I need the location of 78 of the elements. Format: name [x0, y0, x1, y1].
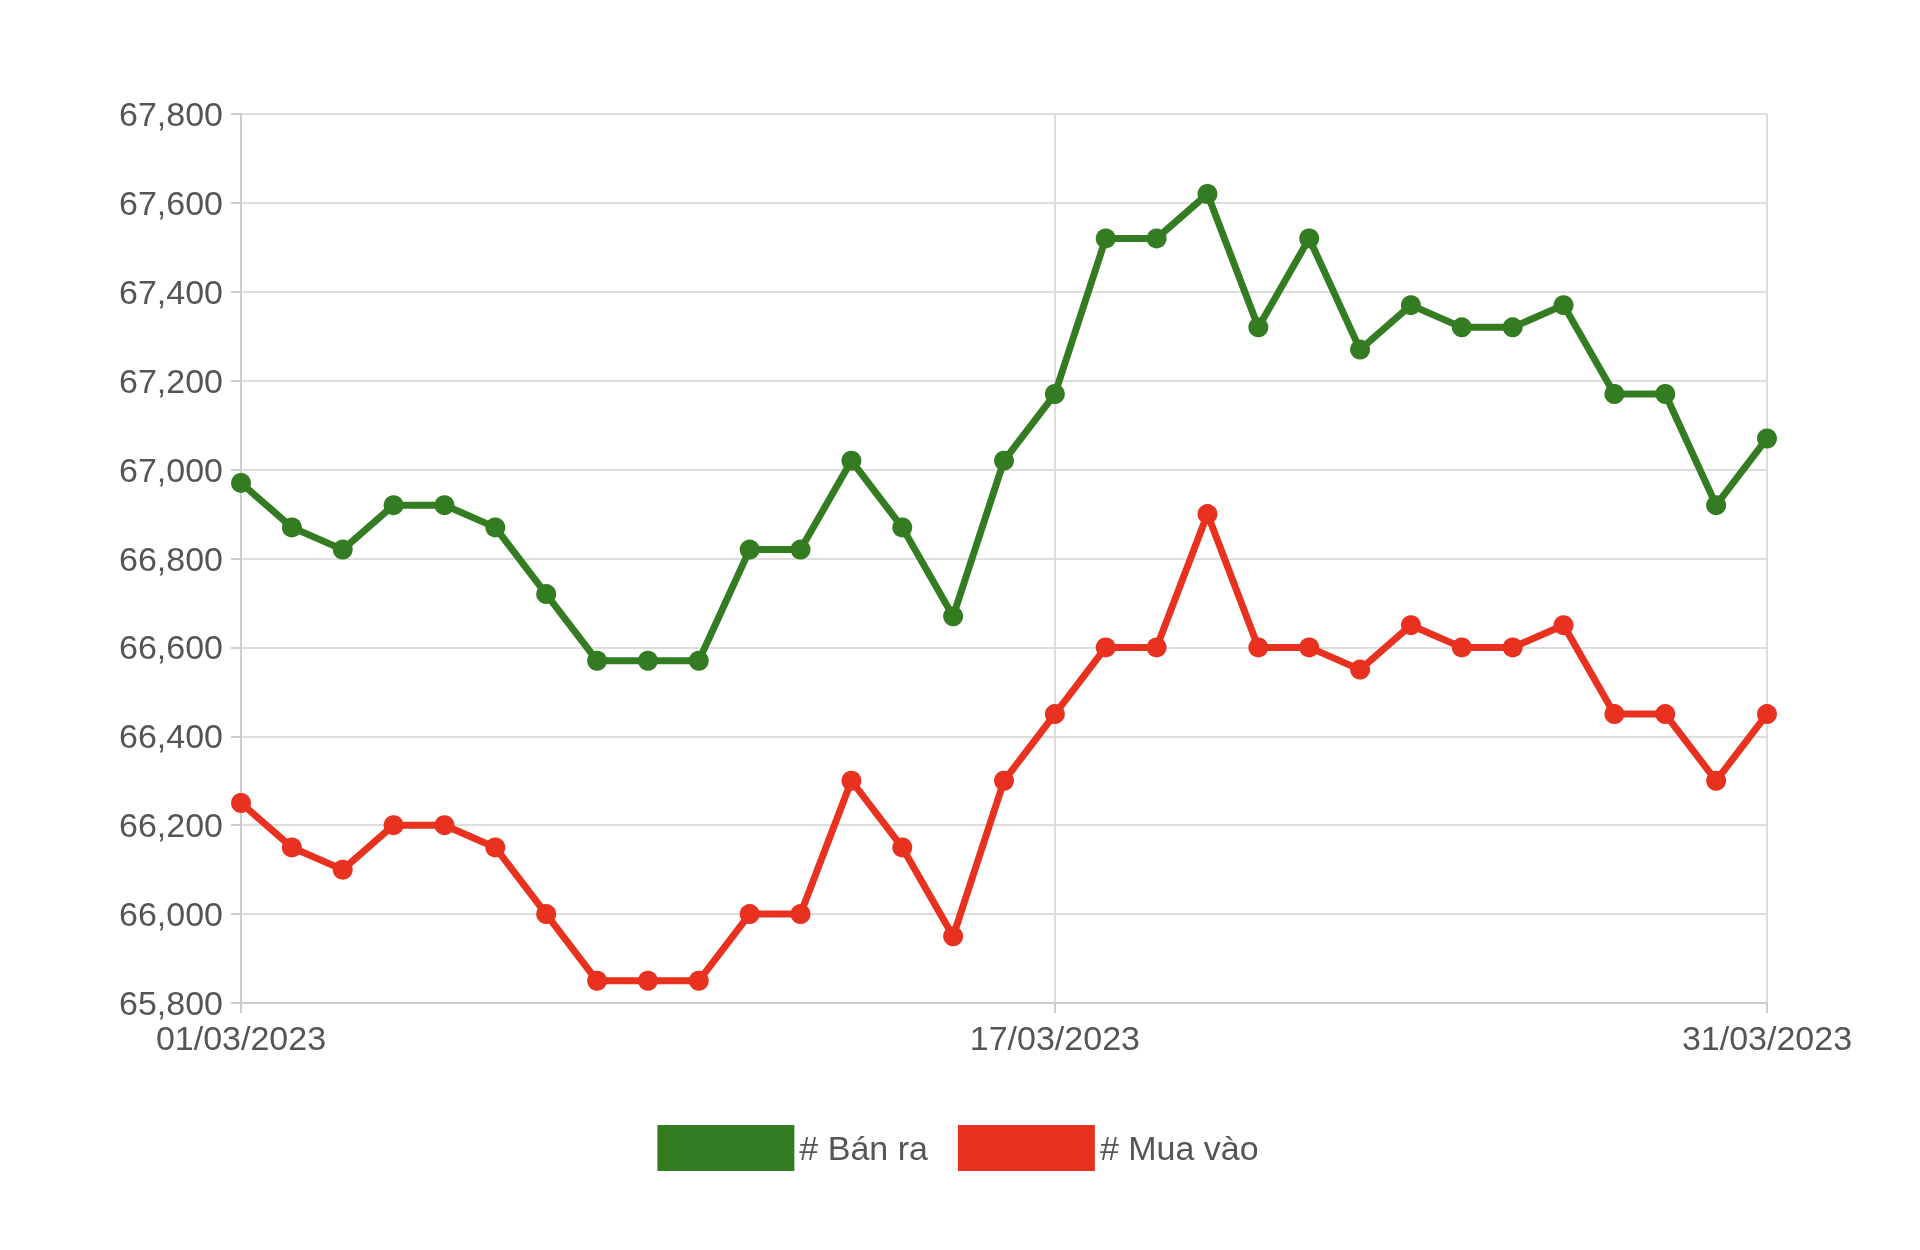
point: [739, 539, 760, 560]
point: [587, 650, 608, 671]
point: [1604, 704, 1625, 725]
point: [1451, 317, 1472, 338]
point: [637, 650, 658, 671]
point: [688, 970, 709, 991]
point: [485, 517, 506, 538]
y-tick-label: 66,000: [119, 895, 223, 934]
point: [383, 815, 404, 836]
point: [1400, 295, 1421, 316]
point: [485, 837, 506, 858]
point: [892, 837, 913, 858]
point: [1044, 384, 1065, 405]
point: [994, 770, 1014, 791]
point: [536, 904, 557, 925]
x-tick-label: 31/03/2023: [1681, 1019, 1853, 1057]
point: [1350, 659, 1371, 680]
y-tick-label: 66,600: [119, 628, 223, 667]
point: [790, 904, 811, 925]
point: [1451, 637, 1472, 658]
y-tick-label: 66,200: [119, 806, 223, 845]
legend-label: # Bán ra: [799, 1129, 928, 1167]
point: [1095, 228, 1116, 249]
point: [1502, 317, 1523, 338]
point: [739, 904, 760, 925]
point: [1757, 428, 1777, 449]
legend-label: # Mua vào: [1099, 1129, 1259, 1167]
point: [281, 517, 302, 538]
y-tick-label: 67,800: [119, 95, 223, 133]
point: [1248, 637, 1269, 658]
y-tick-label: 67,000: [119, 450, 223, 489]
point: [1553, 615, 1574, 636]
point: [231, 792, 251, 813]
point: [332, 859, 353, 880]
y-tick-label: 66,800: [119, 539, 223, 578]
point: [1350, 339, 1371, 360]
point: [1604, 384, 1625, 405]
point: [1248, 317, 1269, 338]
point: [1095, 637, 1116, 658]
y-tick-label: 67,200: [119, 361, 223, 400]
point: [383, 495, 404, 516]
point: [943, 926, 964, 947]
point: [1706, 770, 1727, 791]
point: [688, 650, 709, 671]
point: [231, 472, 251, 493]
point: [841, 450, 862, 471]
point: [1400, 615, 1421, 636]
x-tick-label: 17/03/2023: [969, 1019, 1140, 1057]
y-tick-label: 66,400: [119, 717, 223, 756]
point: [434, 495, 455, 516]
point: [1706, 495, 1727, 516]
point: [892, 517, 913, 538]
point: [1197, 184, 1218, 204]
y-tick-label: 65,800: [119, 984, 223, 1022]
point: [536, 584, 557, 605]
point: [281, 837, 302, 858]
point: [1197, 504, 1218, 525]
point: [1146, 228, 1167, 249]
point: [332, 539, 353, 560]
point: [1146, 637, 1167, 658]
point: [1655, 384, 1676, 405]
point: [434, 815, 455, 836]
point: [790, 539, 811, 560]
y-tick-label: 67,600: [119, 183, 223, 222]
y-tick-label: 67,400: [119, 272, 223, 311]
point: [1502, 637, 1523, 658]
point: [1299, 637, 1320, 658]
point: [994, 450, 1014, 471]
point: [943, 606, 964, 627]
point: [1757, 704, 1777, 725]
point: [1299, 228, 1320, 249]
point: [587, 970, 608, 991]
point: [1655, 704, 1676, 725]
point: [1044, 704, 1065, 725]
x-tick-label: 01/03/2023: [155, 1019, 327, 1057]
point: [637, 970, 658, 991]
point: [841, 770, 862, 791]
point: [1553, 295, 1574, 316]
